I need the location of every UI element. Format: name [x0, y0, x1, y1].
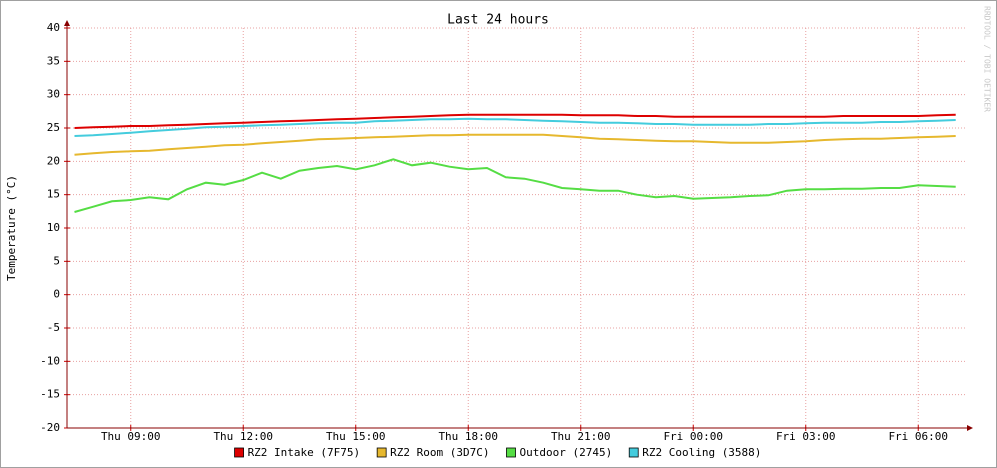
y-tick-label: -15 — [40, 388, 60, 401]
x-tick-label: Fri 06:00 — [888, 430, 948, 443]
legend-swatch — [628, 447, 639, 458]
x-tick-label: Thu 12:00 — [213, 430, 273, 443]
series-line — [74, 133, 956, 156]
legend-swatch — [376, 447, 387, 458]
y-tick-label: 35 — [47, 54, 60, 67]
y-tick-label: 5 — [53, 254, 60, 267]
x-tick-label: Thu 18:00 — [438, 430, 498, 443]
legend-label: RZ2 Intake (7F75) — [248, 446, 361, 459]
legend-swatch — [234, 447, 244, 458]
legend-label: Outdoor (2745) — [520, 446, 613, 459]
y-tick-label: -5 — [47, 321, 60, 334]
series-line — [74, 113, 956, 129]
series-line — [74, 117, 956, 137]
y-tick-label: 30 — [47, 88, 60, 101]
y-tick-label: 40 — [47, 21, 60, 34]
y-tick-label: 15 — [47, 188, 60, 201]
y-tick-label: -10 — [40, 354, 60, 367]
y-tick-label: -20 — [40, 421, 60, 434]
y-tick-label: 10 — [47, 221, 60, 234]
y-axis-label: Temperature (°C) — [5, 175, 18, 281]
axis-arrow — [64, 20, 70, 26]
legend-label: RZ2 Room (3D7C) — [390, 446, 489, 459]
series-line — [74, 158, 956, 213]
x-tick-label: Fri 03:00 — [776, 430, 836, 443]
y-tick-label: 20 — [47, 154, 60, 167]
x-tick-label: Thu 15:00 — [326, 430, 386, 443]
chart-title: Last 24 hours — [447, 13, 549, 28]
watermark: RRDTOOL / TOBI OETIKER — [983, 6, 992, 112]
legend-label: RZ2 Cooling (3588) — [642, 446, 761, 459]
axis-arrow — [967, 425, 973, 431]
y-tick-label: 25 — [47, 121, 60, 134]
y-tick-label: 0 — [53, 288, 60, 301]
x-tick-label: Fri 00:00 — [663, 430, 723, 443]
legend-swatch — [506, 447, 516, 458]
x-tick-label: Thu 21:00 — [551, 430, 611, 443]
x-tick-label: Thu 09:00 — [101, 430, 161, 443]
